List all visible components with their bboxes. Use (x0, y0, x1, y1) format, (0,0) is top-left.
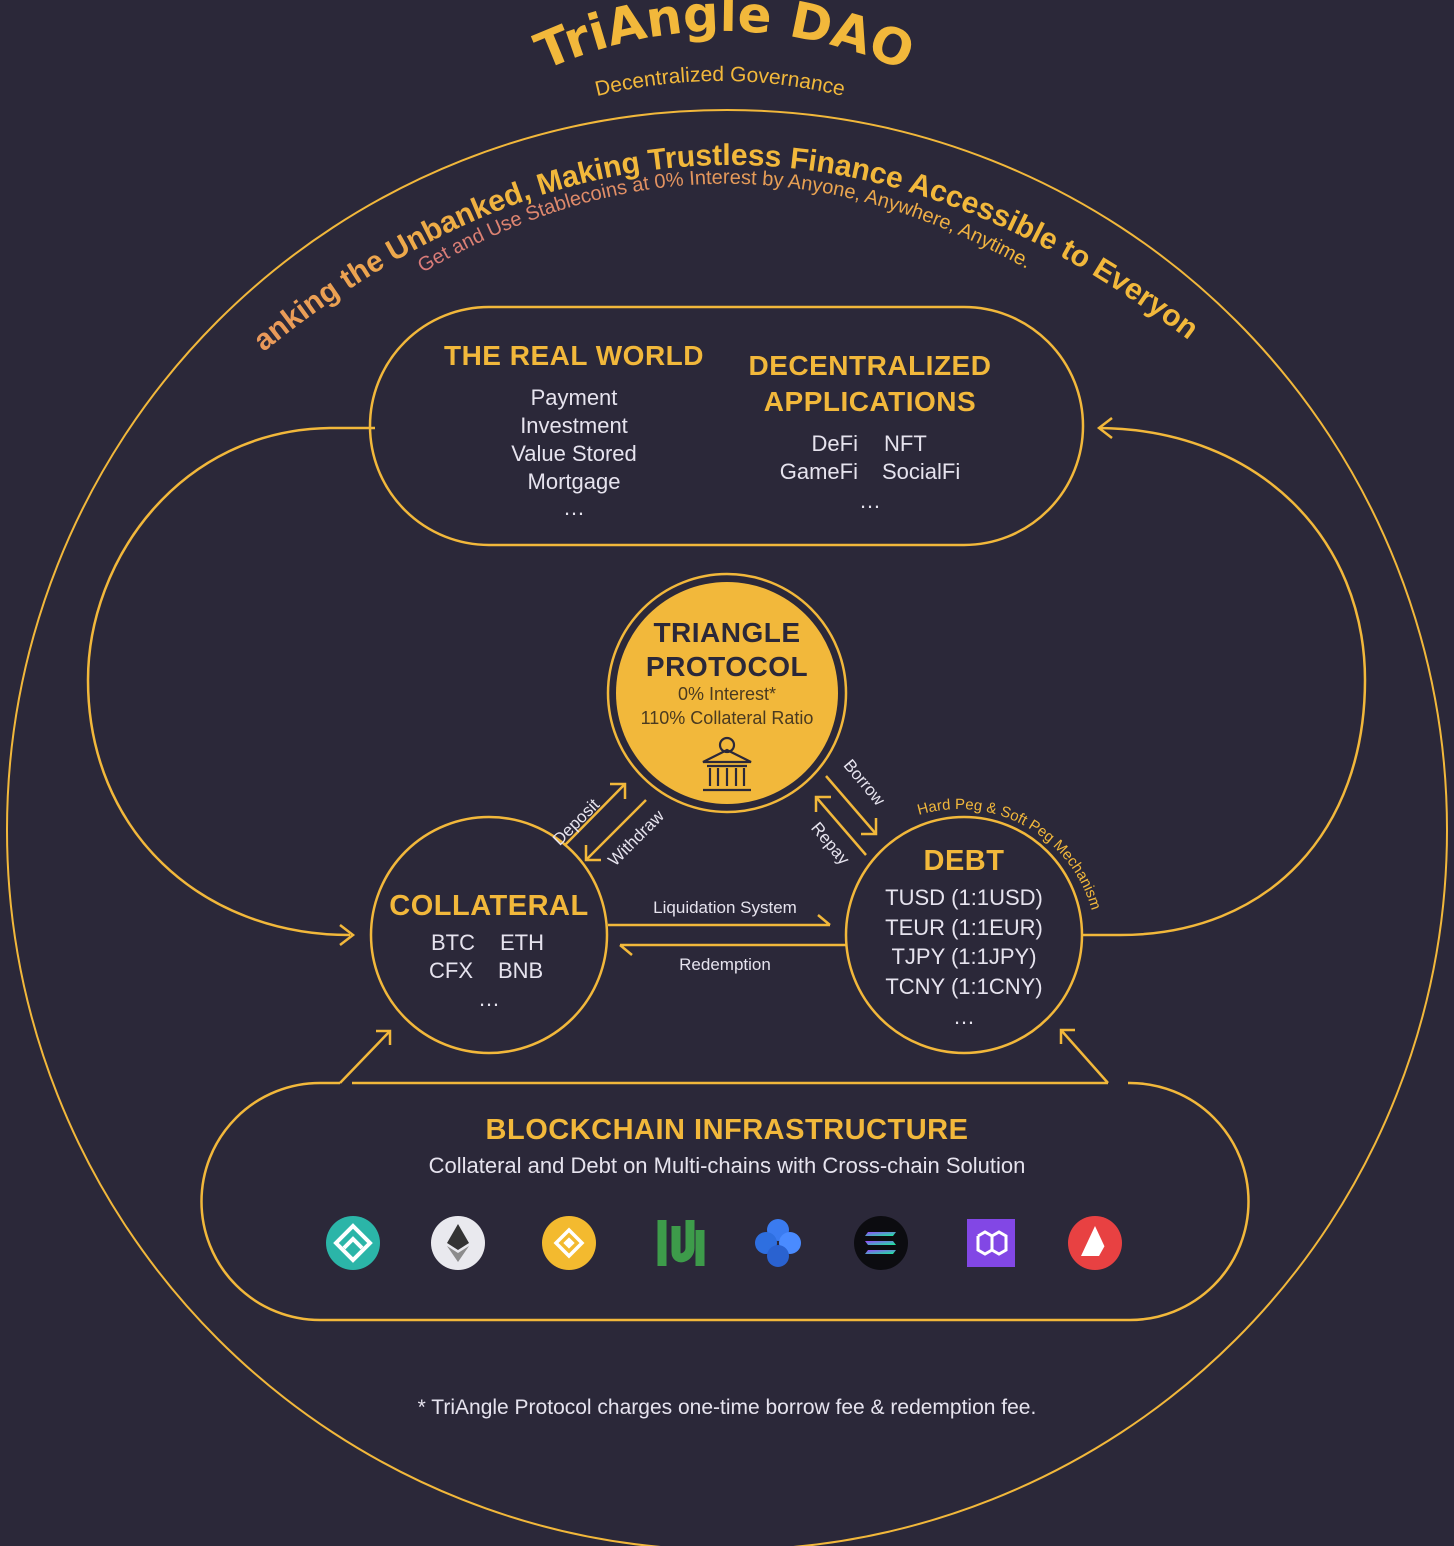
app-subtitle: Decentralized Governance (593, 63, 847, 101)
real-world-item: Investment (520, 413, 628, 438)
collateral-item: BTC (431, 930, 475, 955)
infrastructure-title: BLOCKCHAIN INFRASTRUCTURE (486, 1114, 969, 1146)
debt-item: TUSD (1:1USD) (885, 885, 1043, 910)
avalanche-icon (1068, 1216, 1122, 1270)
dapps-title-line1: DECENTRALIZED (749, 350, 992, 381)
protocol-title-line1: TRIANGLE (653, 617, 800, 648)
repay-arrow (815, 796, 867, 856)
collateral-more: … (478, 986, 500, 1011)
solana-icon (854, 1216, 908, 1270)
collateral-item: ETH (500, 930, 544, 955)
protocol-ratio: 110% Collateral Ratio (641, 708, 814, 728)
dapps-item: SocialFi (882, 459, 960, 484)
protocol-title-line2: PROTOCOL (646, 651, 808, 682)
dapps-item: DeFi (812, 431, 858, 456)
conflux-icon (326, 1216, 380, 1270)
redemption-label: Redemption (679, 955, 771, 974)
debt-title: DEBT (924, 845, 1005, 877)
liquidation-arrow (608, 914, 831, 927)
arrowhead-right (1096, 417, 1113, 439)
loop-arrow-right (1083, 426, 1367, 937)
repay-label: Repay (807, 819, 853, 869)
borrow-arrow (825, 775, 877, 835)
loop-arrow-left (86, 426, 375, 937)
liquidation-label: Liquidation System (653, 898, 797, 917)
collateral-title: COLLATERAL (389, 890, 588, 922)
outer-ring (6, 109, 1448, 1546)
protocol-interest: 0% Interest* (678, 684, 776, 704)
collateral-item: CFX (429, 958, 473, 983)
real-world-more: … (563, 495, 585, 520)
deposit-label: Deposit (549, 795, 603, 849)
arrowhead-left (339, 924, 356, 946)
withdraw-arrow (585, 799, 647, 861)
heco-icon (657, 1220, 705, 1266)
applications-pill (368, 305, 1085, 547)
collateral-item: BNB (498, 958, 543, 983)
debt-item: TJPY (1:1JPY) (891, 944, 1036, 969)
infra-arrowhead-right (1059, 1028, 1075, 1044)
polygon-icon (967, 1219, 1015, 1267)
protocol-outer-ring (606, 572, 848, 814)
debt-more: … (953, 1004, 975, 1029)
infra-arrow-right (1060, 1029, 1109, 1084)
real-world-item: Payment (531, 385, 618, 410)
infra-arrow-left (339, 1030, 391, 1084)
real-world-item: Value Stored (511, 441, 637, 466)
borrow-arrowhead (861, 818, 878, 836)
bnb-chain-icon (542, 1216, 596, 1270)
debt-circle (844, 815, 1084, 1055)
infrastructure-subtitle: Collateral and Debt on Multi-chains with… (429, 1153, 1026, 1178)
debt-item: TCNY (1:1CNY) (885, 974, 1042, 999)
debt-item: TEUR (1:1EUR) (885, 915, 1043, 940)
dapps-more: … (859, 488, 881, 513)
protocol-circle (616, 582, 838, 804)
repay-arrowhead (814, 795, 831, 812)
dapps-title-line2: APPLICATIONS (764, 386, 976, 417)
withdraw-arrowhead (584, 845, 601, 862)
dapps-item: GameFi (780, 459, 858, 484)
oasis-icon (755, 1219, 801, 1267)
infrastructure-pill (200, 1081, 1250, 1322)
real-world-item: Mortgage (528, 469, 621, 494)
footnote: * TriAngle Protocol charges one-time bor… (418, 1396, 1037, 1419)
real-world-title: THE REAL WORLD (444, 340, 704, 371)
bank-icon (702, 736, 752, 792)
collateral-circle (369, 815, 609, 1055)
withdraw-label: Withdraw (604, 806, 668, 870)
redemption-arrow (619, 943, 846, 956)
deposit-arrowhead (610, 782, 627, 799)
ethereum-icon (431, 1216, 485, 1270)
deposit-arrow (564, 783, 626, 846)
dapps-item: NFT (884, 431, 927, 456)
infra-arrowhead-left (376, 1029, 392, 1045)
